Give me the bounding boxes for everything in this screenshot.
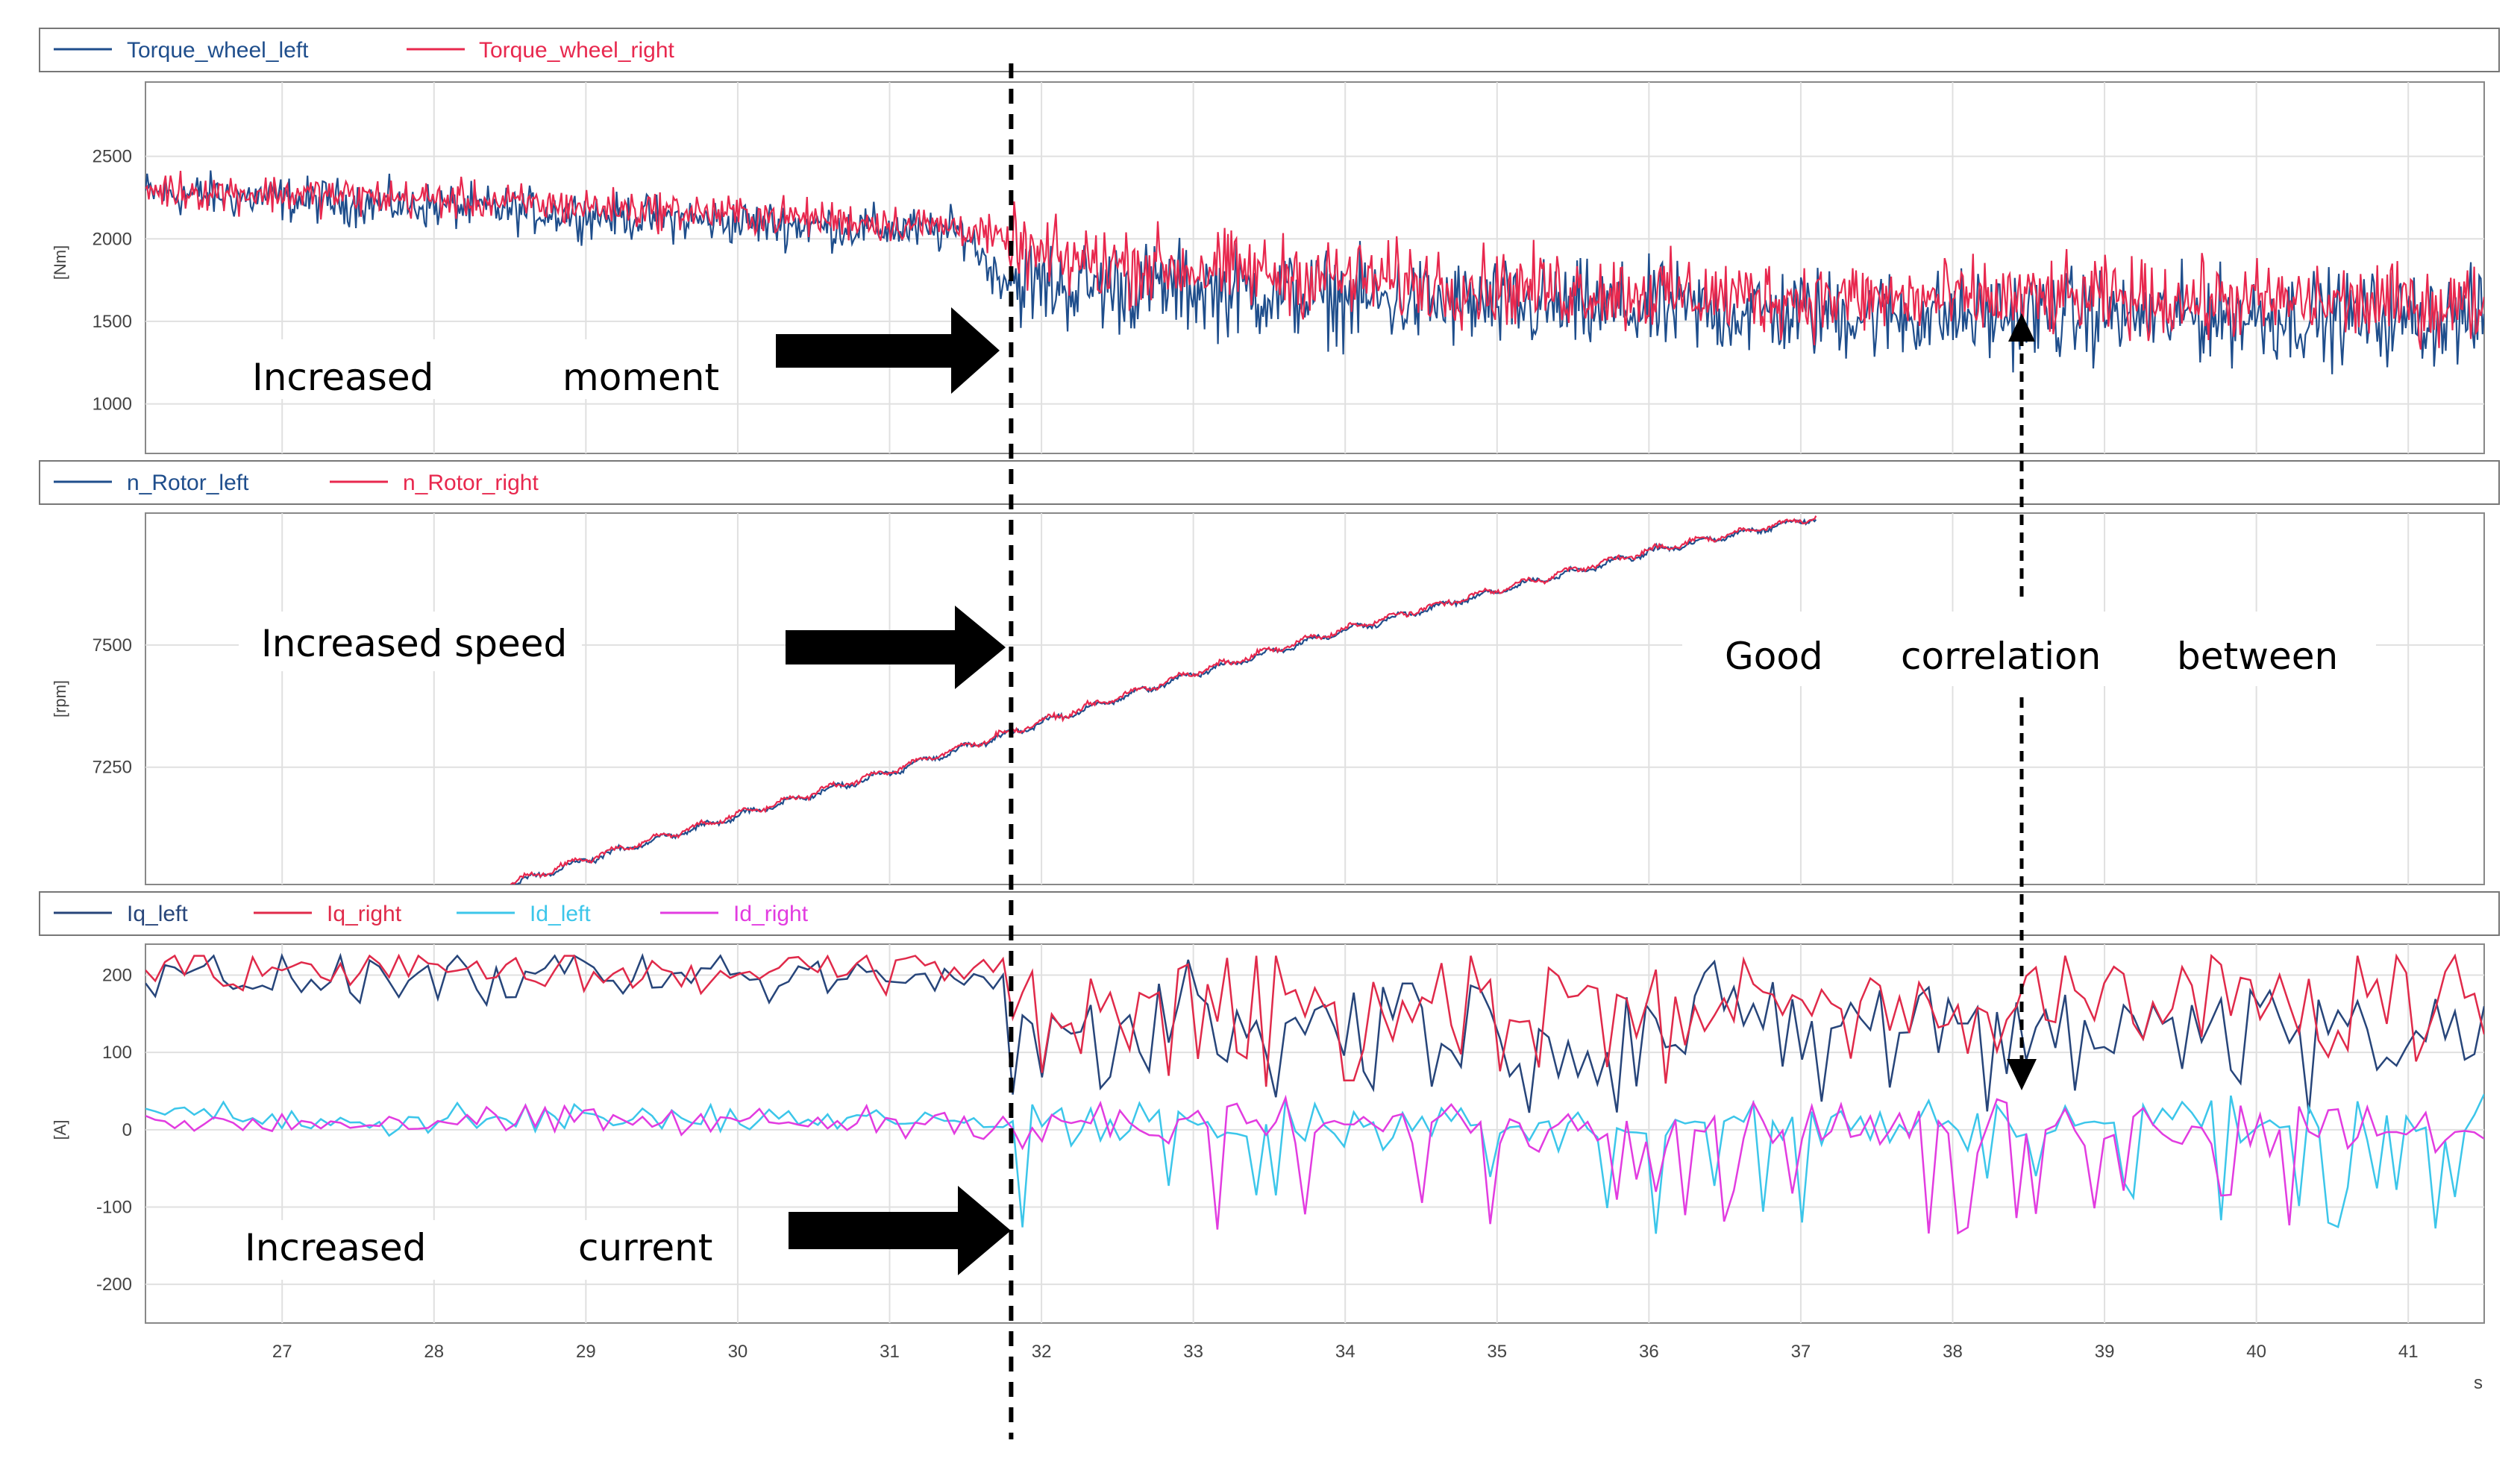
x-tick-label-1: 28 [424, 1342, 444, 1362]
speed-left-legend-label: n_Rotor_left [127, 471, 249, 495]
current-legend-bar [39, 891, 2500, 936]
speed-right-legend-label: n_Rotor_right [403, 471, 539, 495]
x-tick-label-5: 32 [1032, 1342, 1052, 1362]
speed-y-axis-label: [rpm] [51, 680, 69, 717]
torque-series [145, 170, 2484, 374]
current-y-ticks: -200 -100 0 100 200 [96, 965, 132, 1295]
torque-y-axis-label: [Nm] [51, 245, 69, 280]
y-tick-label-0-0: 1000 [93, 395, 132, 415]
series-line-n_Rotor_right [510, 515, 1817, 884]
y-tick-label-2-0: -200 [96, 1275, 132, 1295]
x-tick-label-10: 37 [1791, 1342, 1811, 1362]
iq-left-legend-label: Iq_left [127, 902, 188, 926]
torque-y-ticks: 1000 1500 2000 2500 [93, 147, 132, 415]
series-line-Torque_wheel_right [145, 171, 2484, 350]
y-tick-label-2-3: 100 [102, 1043, 132, 1063]
series-line-Iq_right [145, 953, 2484, 1087]
annotation-correlation-word-1: Good [1725, 635, 1823, 678]
speed-plot-area [145, 512, 2485, 885]
arrow-moment [776, 307, 1000, 394]
arrow-speed [786, 606, 1006, 689]
speed-legend-bar [39, 460, 2500, 505]
y-tick-label-1-1: 7500 [93, 635, 132, 656]
annotation-correlation-word-3: between [2177, 635, 2338, 678]
x-tick-label-9: 36 [1639, 1342, 1659, 1362]
y-tick-label-1-0: 7250 [93, 758, 132, 778]
annotation-speed-bg [239, 612, 582, 671]
series-line-Id_left [145, 1093, 2484, 1234]
current-panel: Iq_left Iq_right Id_left Id_right -200 -1… [39, 891, 2500, 1393]
current-series [145, 952, 2484, 1235]
annotation-current-bg [224, 1220, 731, 1280]
x-tick-label-7: 34 [1335, 1342, 1355, 1362]
annotation-moment-word-1: Increased [252, 356, 433, 399]
annotation-correlation-bg [1682, 612, 2376, 686]
torque-grid [145, 82, 2484, 453]
x-axis-ticks: 27 28 29 30 31 32 33 34 35 36 37 38 39 40 41 [272, 1342, 2419, 1362]
annotation-moment-word-2: moment [562, 356, 719, 399]
y-tick-label-2-1: -100 [96, 1197, 132, 1217]
id-left-legend-label: Id_left [530, 902, 591, 926]
speed-series [510, 515, 1817, 884]
x-tick-label-0: 27 [272, 1342, 292, 1362]
y-tick-label-0-3: 2500 [93, 147, 132, 167]
x-tick-label-4: 31 [880, 1342, 900, 1362]
annotation-current-word-1: Increased [245, 1226, 426, 1269]
annotation-correlation-word-2: correlation [1901, 635, 2101, 678]
x-tick-label-11: 38 [1943, 1342, 1963, 1362]
torque-left-legend-label: Torque_wheel_left [127, 38, 309, 63]
annotations: Increased moment Increased speed Good co… [224, 307, 2376, 1280]
y-tick-label-0-1: 1500 [93, 312, 132, 332]
speed-y-ticks: 7250 7500 [93, 635, 132, 778]
series-line-Iq_left [145, 952, 2484, 1114]
y-tick-label-2-4: 200 [102, 965, 132, 985]
y-tick-label-2-2: 0 [122, 1120, 132, 1140]
x-axis-unit: s [2474, 1373, 2483, 1393]
speed-panel: n_Rotor_left n_Rotor_right 7250 7500 [rpm… [39, 460, 2500, 885]
x-tick-label-14: 41 [2398, 1342, 2419, 1362]
current-y-axis-label: [A] [51, 1120, 69, 1140]
iq-right-legend-label: Iq_right [327, 902, 402, 926]
x-tick-label-6: 33 [1183, 1342, 1203, 1362]
x-tick-label-3: 30 [728, 1342, 748, 1362]
x-tick-label-12: 39 [2095, 1342, 2115, 1362]
annotation-moment-bg [224, 339, 731, 399]
correlation-arrow-down-head [2007, 1059, 2037, 1090]
y-tick-label-0-2: 2000 [93, 229, 132, 249]
x-tick-label-13: 40 [2246, 1342, 2266, 1362]
correlation-arrow-up-head [2008, 313, 2035, 342]
id-right-legend-label: Id_right [733, 902, 809, 926]
arrow-current [789, 1186, 1011, 1275]
annotation-current-word-2: current [578, 1226, 712, 1269]
x-tick-label-2: 29 [576, 1342, 596, 1362]
series-line-Id_right [145, 1094, 2484, 1235]
torque-right-legend-label: Torque_wheel_right [479, 38, 675, 63]
annotation-speed-text: Increased speed [261, 622, 567, 665]
x-tick-label-8: 35 [1487, 1342, 1507, 1362]
